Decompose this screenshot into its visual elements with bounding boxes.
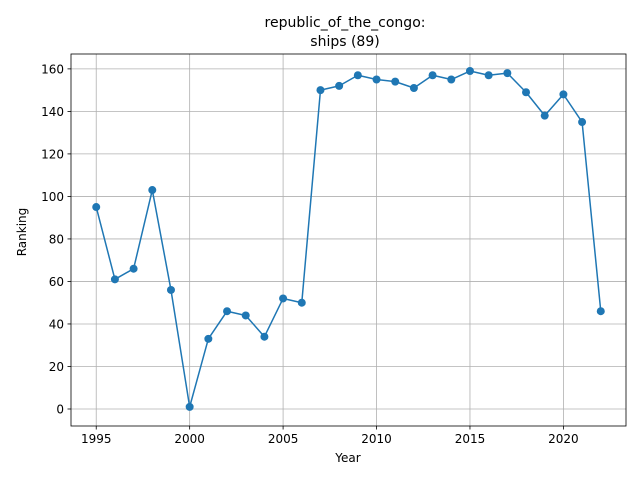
data-point	[185, 402, 194, 411]
y-axis-label: Ranking	[15, 208, 29, 257]
chart-title-line-2: ships (89)	[310, 34, 379, 50]
data-point	[166, 285, 175, 294]
y-tick-label: 100	[41, 190, 64, 204]
y-tick-label: 120	[41, 147, 64, 161]
axis-ticks: 1995 2000 2005 2010 2015 2020 0 20 40 60 80 100 120 1…	[41, 62, 579, 446]
data-point	[503, 69, 512, 78]
data-point	[316, 86, 325, 95]
data-point	[447, 75, 456, 84]
data-point	[110, 275, 119, 284]
x-tick-label: 2010	[361, 432, 392, 446]
data-point	[522, 88, 531, 97]
x-tick-label: 1995	[81, 432, 112, 446]
data-point	[578, 118, 587, 127]
data-point	[353, 71, 362, 80]
data-point	[92, 203, 101, 212]
data-point	[297, 298, 306, 307]
y-tick-label: 0	[56, 402, 64, 416]
grid-lines	[71, 54, 626, 426]
x-tick-label: 2005	[268, 432, 299, 446]
x-tick-label: 2020	[548, 432, 579, 446]
y-tick-label: 20	[49, 360, 64, 374]
data-point	[484, 71, 493, 80]
data-point	[223, 307, 232, 316]
data-point	[335, 81, 344, 90]
data-point	[148, 186, 157, 195]
x-tick-label: 2015	[455, 432, 486, 446]
y-tick-label: 60	[49, 275, 64, 289]
chart-title-line-1: republic_of_the_congo:	[265, 15, 426, 31]
data-point	[204, 334, 213, 343]
series-layer	[92, 67, 605, 411]
y-tick-label: 40	[49, 317, 64, 331]
data-point	[391, 77, 400, 86]
x-axis-label: Year	[334, 451, 360, 465]
data-point	[372, 75, 381, 84]
data-point	[465, 67, 474, 76]
data-point	[559, 90, 568, 99]
data-point	[260, 332, 269, 341]
data-point	[428, 71, 437, 80]
data-point	[241, 311, 250, 320]
y-tick-label: 160	[41, 62, 64, 76]
series-line	[95, 70, 602, 408]
y-tick-label: 80	[49, 232, 64, 246]
data-point	[540, 111, 549, 120]
data-point	[279, 294, 288, 303]
data-point	[129, 264, 138, 273]
x-tick-label: 2000	[174, 432, 205, 446]
data-point	[596, 307, 605, 316]
data-point	[409, 84, 418, 93]
y-tick-label: 140	[41, 105, 64, 119]
plot-area-frame	[70, 53, 627, 427]
